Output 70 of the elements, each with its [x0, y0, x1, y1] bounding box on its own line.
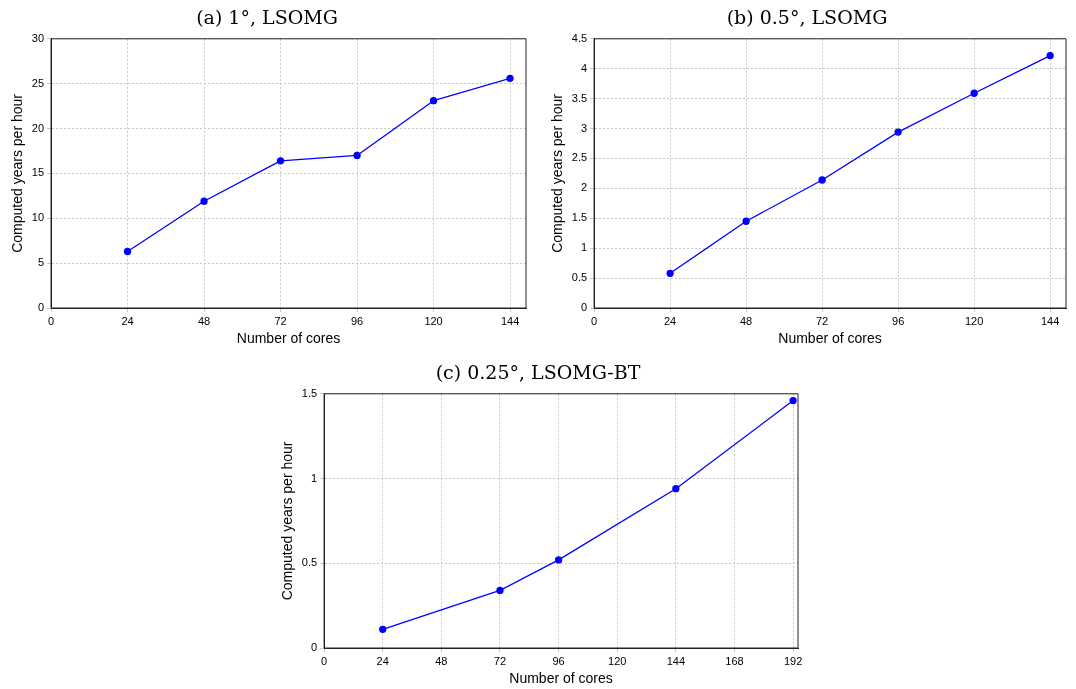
- point: [894, 128, 902, 136]
- y-axis-title: Computed years per hour: [549, 93, 566, 253]
- x-tick-label: 96: [552, 654, 565, 667]
- x-tick-label: 24: [663, 314, 677, 327]
- y-tick-label: 2: [580, 181, 588, 194]
- x-tick-label: 96: [892, 314, 905, 327]
- y-tick-label: 0: [310, 641, 318, 654]
- y-tick-label: 5: [37, 256, 45, 269]
- x-tick-label: 72: [274, 314, 287, 327]
- point: [1046, 51, 1054, 60]
- y-tick-label: 1.5: [301, 386, 318, 399]
- x-tick-label: 120: [964, 314, 984, 327]
- x-tick-label: 120: [608, 654, 627, 667]
- y-tick-label: 25: [31, 76, 45, 89]
- point: [970, 89, 978, 97]
- x-tick-label: 0: [321, 654, 328, 667]
- y-tick-label: 0: [580, 301, 588, 314]
- x-tick-label: 72: [816, 314, 829, 327]
- y-tick-label: 1: [580, 241, 588, 254]
- y-axis-title: Computed years per hour: [279, 441, 296, 601]
- x-tick-label: 48: [197, 314, 211, 327]
- point: [506, 74, 514, 82]
- y-tick-label: 0.5: [571, 271, 588, 284]
- point: [353, 151, 361, 160]
- y-tick-label: 2.5: [571, 151, 588, 164]
- x-tick-label: 48: [739, 314, 753, 327]
- y-tick-label: 0.5: [301, 556, 318, 569]
- x-tick-label: 24: [121, 314, 134, 327]
- y-axis-title: Computed years per hour: [9, 93, 26, 253]
- point: [496, 586, 504, 595]
- point: [666, 269, 674, 277]
- point: [818, 176, 826, 184]
- chart-title: (a) 1°, LSOMG: [196, 6, 338, 29]
- y-tick-label: 3: [580, 121, 588, 134]
- x-axis-title: Number of cores: [509, 670, 613, 687]
- y-tick-label: 4: [580, 61, 588, 74]
- point: [672, 485, 680, 493]
- x-tick-label: 144: [500, 314, 520, 327]
- x-tick-label: 192: [783, 654, 803, 667]
- x-tick-label: 144: [666, 654, 686, 667]
- y-tick-label: 3.5: [571, 91, 588, 104]
- y-tick-label: 10: [31, 211, 45, 224]
- y-tick-label: 4.5: [571, 31, 588, 44]
- point: [379, 625, 387, 634]
- chart-title: (b) 0.5°, LSOMG: [726, 6, 888, 29]
- point: [429, 97, 438, 105]
- y-tick-label: 1: [310, 471, 318, 484]
- x-tick-label: 168: [725, 654, 744, 667]
- point: [789, 396, 797, 405]
- y-tick-label: 1.5: [571, 211, 588, 224]
- x-tick-label: 0: [47, 314, 55, 327]
- point: [554, 556, 563, 564]
- x-tick-label: 120: [424, 314, 443, 327]
- chart-title: (c) 0.25°, LSOMG-BT: [435, 361, 641, 384]
- y-tick-label: 20: [31, 121, 45, 134]
- x-tick-label: 48: [435, 654, 448, 667]
- point: [742, 217, 750, 225]
- x-tick-label: 144: [1040, 314, 1060, 327]
- point: [123, 247, 132, 256]
- y-tick-label: 30: [31, 31, 45, 44]
- y-tick-label: 15: [31, 166, 45, 179]
- point: [276, 157, 285, 165]
- x-tick-label: 96: [350, 314, 364, 327]
- x-axis-title: Number of cores: [236, 330, 341, 347]
- y-tick-label: 0: [37, 301, 45, 314]
- x-tick-label: 24: [376, 654, 389, 667]
- point: [200, 197, 208, 205]
- x-tick-label: 0: [591, 314, 598, 327]
- x-tick-label: 72: [493, 654, 507, 667]
- x-axis-title: Number of cores: [778, 330, 882, 347]
